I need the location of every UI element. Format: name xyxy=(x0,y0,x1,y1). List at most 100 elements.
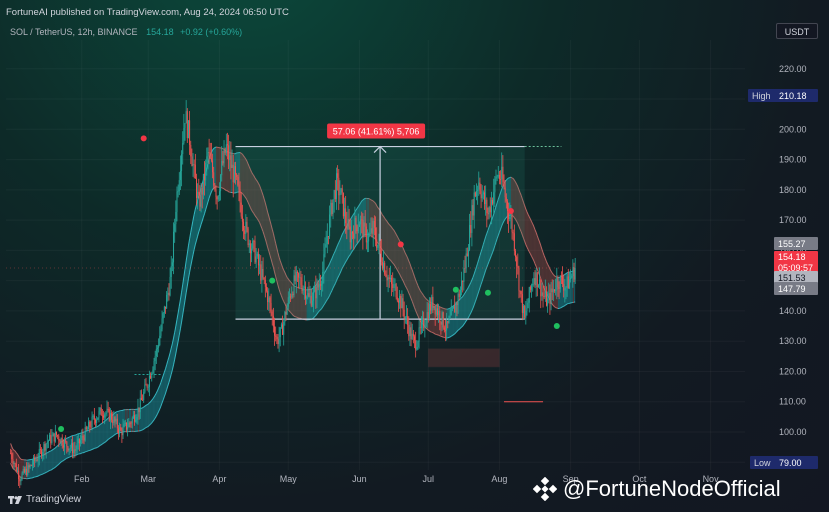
candle-body xyxy=(377,244,379,248)
candle-body xyxy=(117,428,119,433)
band-edge xyxy=(481,277,484,282)
candle-body xyxy=(457,293,459,306)
candle-body xyxy=(44,444,46,451)
band-edge xyxy=(340,268,343,272)
band-segment xyxy=(331,255,334,291)
band-edge xyxy=(240,152,243,155)
band-segment xyxy=(241,153,243,194)
band-edge xyxy=(165,389,168,394)
band-edge xyxy=(507,177,509,180)
candle-body xyxy=(552,289,554,293)
candle-body xyxy=(255,256,257,263)
candle-body xyxy=(527,302,529,309)
candle-body xyxy=(240,202,242,217)
band-edge xyxy=(553,274,555,277)
band-edge xyxy=(547,263,550,267)
band-segment xyxy=(325,269,327,304)
band-segment xyxy=(330,258,332,293)
candle-body xyxy=(170,266,172,278)
candle-body xyxy=(14,463,16,465)
band-segment xyxy=(210,152,212,195)
candle-body xyxy=(380,250,382,262)
band-edge xyxy=(332,285,335,289)
band-segment xyxy=(55,446,57,468)
band-edge xyxy=(521,235,524,239)
band-edge xyxy=(80,452,82,455)
band-edge xyxy=(533,226,536,230)
candle-body xyxy=(166,294,168,309)
band-edge xyxy=(561,306,563,308)
band-edge xyxy=(241,193,244,196)
band-edge xyxy=(99,423,102,425)
band-edge xyxy=(564,273,567,275)
band-edge xyxy=(536,235,539,240)
band-edge xyxy=(350,215,353,218)
candle-body xyxy=(38,449,40,459)
band-edge xyxy=(390,259,392,262)
candle-body xyxy=(13,463,15,465)
band-segment xyxy=(157,388,159,414)
band-segment xyxy=(520,192,522,232)
candle-body xyxy=(290,296,292,298)
band-edge xyxy=(471,276,474,281)
price-label-lower2-bg xyxy=(774,282,818,295)
band-segment xyxy=(494,206,496,246)
candle-body xyxy=(72,443,74,453)
band-edge xyxy=(48,450,50,453)
band-edge xyxy=(324,301,327,304)
currency-button[interactable]: USDT xyxy=(776,23,818,39)
band-edge xyxy=(541,281,544,286)
tradingview-logo[interactable]: TradingView xyxy=(8,494,81,505)
candle-body xyxy=(303,286,305,288)
candle-body xyxy=(49,434,51,441)
candle-body xyxy=(125,422,127,430)
band-segment xyxy=(471,277,474,311)
band-edge xyxy=(471,307,474,311)
band-edge xyxy=(112,435,115,437)
candle-body xyxy=(29,465,31,468)
band-segment xyxy=(277,252,280,290)
candle-body xyxy=(193,164,195,165)
band-edge xyxy=(388,224,391,227)
measure-arrow-head xyxy=(373,145,387,153)
band-edge xyxy=(402,247,405,251)
band-edge xyxy=(191,254,194,261)
candle-body xyxy=(163,306,165,314)
candle-body xyxy=(386,276,388,281)
band-edge xyxy=(320,308,322,311)
band-segment xyxy=(86,430,88,452)
band-edge xyxy=(55,446,57,449)
buy-signal-marker xyxy=(484,289,491,296)
band-edge xyxy=(105,418,108,421)
band-edge xyxy=(87,429,89,432)
band-edge xyxy=(170,369,173,375)
band-segment xyxy=(337,242,339,279)
band-edge xyxy=(39,474,41,476)
band-segment xyxy=(284,272,286,307)
band-segment xyxy=(401,245,404,281)
band-edge xyxy=(283,269,286,273)
candle-body xyxy=(555,289,557,291)
candle-body xyxy=(167,292,169,295)
band-segment xyxy=(166,360,168,390)
candle-body xyxy=(503,181,505,188)
band-edge xyxy=(392,228,395,231)
candle-body xyxy=(238,184,240,190)
price-label-lower1-bg xyxy=(774,271,818,284)
band-edge xyxy=(244,157,247,160)
candle-body xyxy=(100,407,102,416)
candle-body xyxy=(463,268,465,282)
band-segment xyxy=(525,208,527,248)
candle-body xyxy=(130,423,132,425)
band-edge xyxy=(160,402,163,407)
candle-body xyxy=(139,397,141,413)
candle-body xyxy=(119,427,121,433)
candle-body xyxy=(244,230,246,234)
band-segment xyxy=(143,406,145,430)
candle-body xyxy=(301,284,303,291)
candle-body xyxy=(384,262,386,275)
candle-body xyxy=(259,264,261,266)
band-segment xyxy=(482,244,484,282)
band-edge xyxy=(50,469,53,471)
